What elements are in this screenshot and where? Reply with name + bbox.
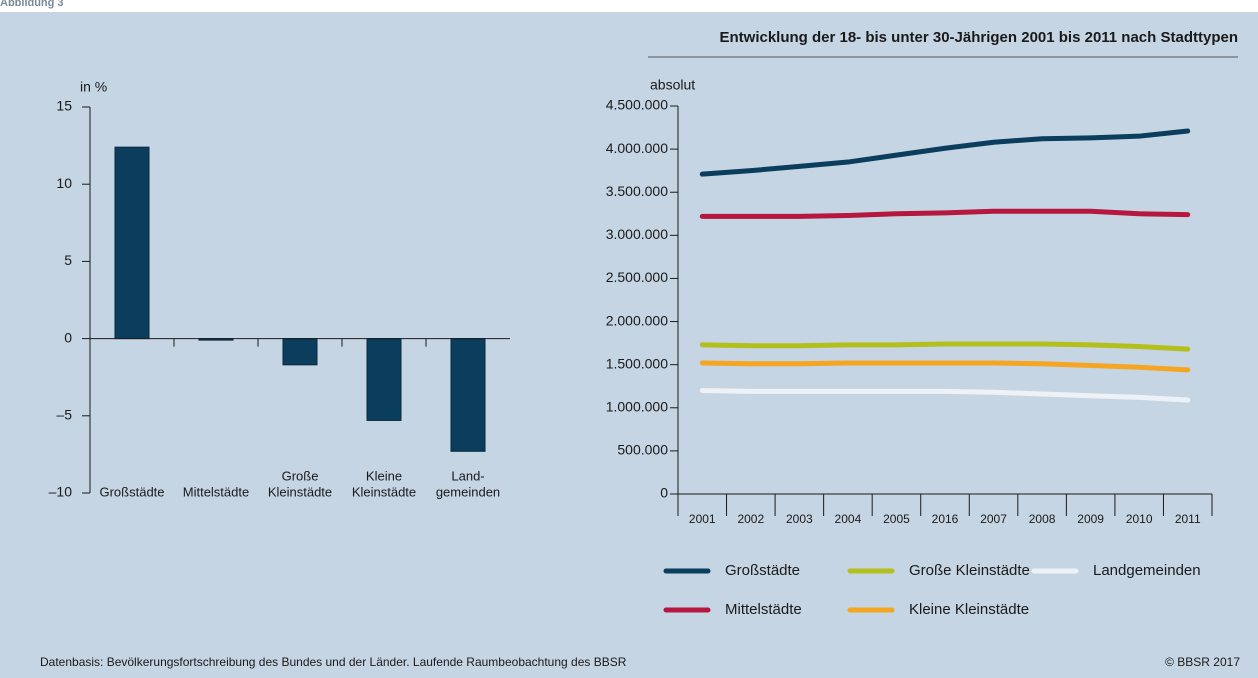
y-tick-label: 2.500.000 [606, 269, 668, 285]
x-tick-label: Kleinstädte [268, 484, 332, 499]
x-tick-label: 2007 [980, 512, 1007, 526]
y-tick-label: 4.500.000 [606, 97, 668, 113]
x-tick-label: 2009 [1077, 512, 1104, 526]
copyright: © BBSR 2017 [1165, 655, 1240, 669]
y-tick-label: 0 [64, 329, 72, 345]
series-line [699, 360, 1191, 373]
y-tick-label: 0 [660, 485, 668, 501]
y-axis-label: in % [80, 79, 107, 95]
legend-label: Landgemeinden [1093, 562, 1201, 579]
y-tick-label: 3.500.000 [606, 183, 668, 199]
x-tick-label: 2008 [1029, 512, 1056, 526]
y-tick-label: 500.000 [617, 442, 668, 458]
x-tick-label: Kleine [366, 468, 402, 483]
chart-title: Entwicklung der 18- bis unter 30-Jährige… [719, 29, 1238, 46]
x-tick-label: 2004 [835, 512, 862, 526]
x-tick-label: Großstädte [99, 484, 164, 499]
y-tick-label: –10 [49, 484, 73, 500]
y-tick-label: 2.000.000 [606, 312, 668, 328]
y-tick-label: 4.000.000 [606, 140, 668, 156]
y-tick-label: 15 [56, 98, 72, 114]
x-tick-label: 2010 [1126, 512, 1153, 526]
y-tick-label: 1.500.000 [606, 355, 668, 371]
x-tick-label: 2001 [689, 512, 716, 526]
series-line [699, 208, 1191, 219]
x-tick-label: 2016 [932, 512, 959, 526]
y-tick-label: 5 [64, 252, 72, 268]
series-line [699, 341, 1191, 352]
series-line [699, 388, 1191, 403]
x-tick-label: gemeinden [436, 484, 500, 499]
x-tick-label: Große [282, 468, 319, 483]
y-tick-label: –5 [56, 407, 72, 423]
x-tick-label: Land- [451, 468, 484, 483]
bar [366, 338, 402, 421]
x-tick-label: 2002 [737, 512, 764, 526]
legend-label: Große Kleinstädte [909, 562, 1030, 579]
figure-label: Abbildung 3 [0, 0, 64, 9]
bar [450, 338, 486, 452]
legend-label: Kleine Kleinstädte [909, 601, 1029, 618]
y-tick-label: 3.000.000 [606, 226, 668, 242]
y-axis-label: absolut [650, 77, 695, 93]
y-tick-label: 10 [56, 175, 72, 191]
bar [282, 338, 318, 366]
x-tick-label: Mittelstädte [183, 484, 249, 499]
y-tick-label: 1.000.000 [606, 398, 668, 414]
x-tick-label: 2011 [1175, 512, 1201, 526]
source: Datenbasis: Bevölkerungsfortschreibung d… [40, 655, 627, 669]
x-tick-label: Kleinstädte [352, 484, 416, 499]
legend-label: Großstädte [725, 562, 800, 579]
x-tick-label: 2005 [883, 512, 910, 526]
series-line [699, 128, 1191, 177]
bar [114, 146, 150, 340]
x-tick-label: 2003 [786, 512, 813, 526]
legend-label: Mittelstädte [725, 601, 802, 618]
